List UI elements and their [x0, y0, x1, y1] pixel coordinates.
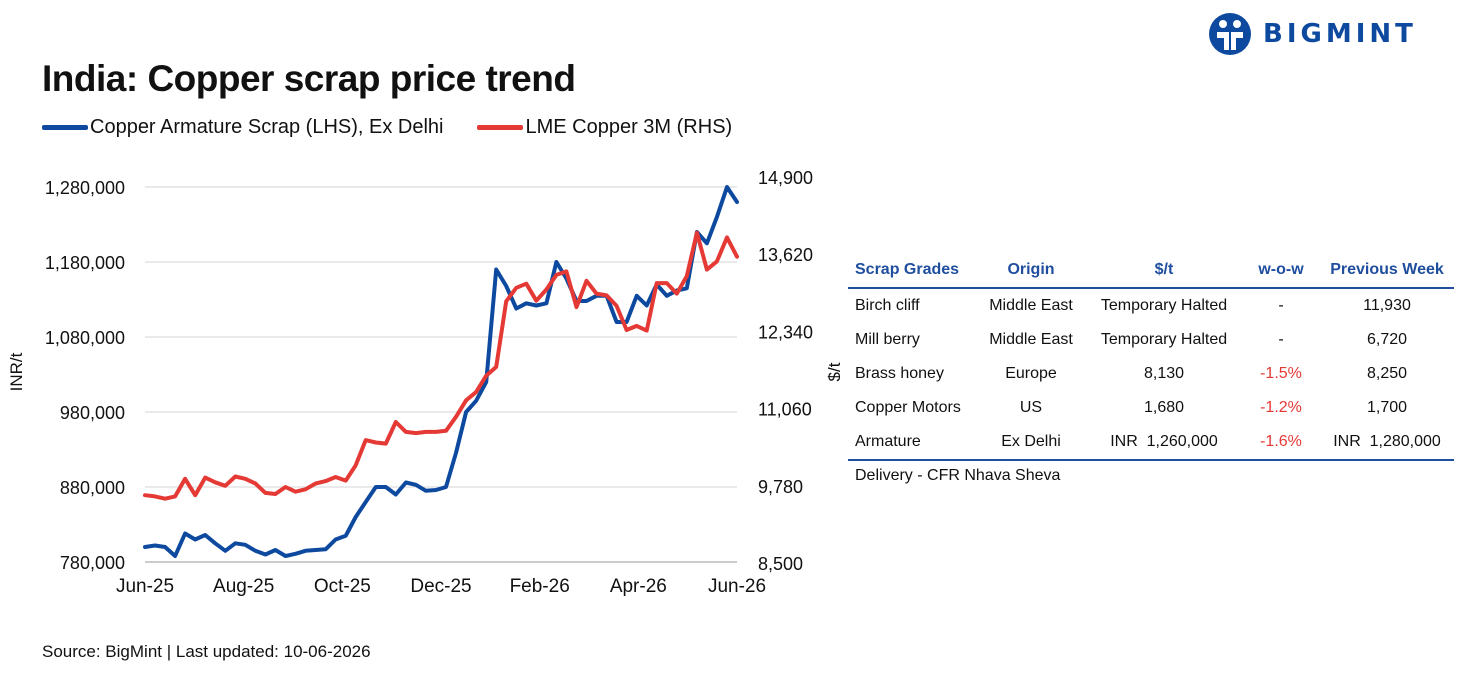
y-axis-label: INR/t [7, 352, 26, 391]
cell-grade: Armature [855, 433, 921, 450]
header-prev: Previous Week [1330, 261, 1444, 278]
x-tick-label: Dec-25 [410, 576, 471, 597]
legend-swatch-armature [42, 125, 88, 130]
header-grade: Scrap Grades [855, 261, 960, 278]
cell-origin: Europe [1005, 365, 1057, 382]
legend-swatch-lme [477, 125, 524, 130]
price-trend-chart: 1,280,000 1,180,000 1,080,000 980,000 880,00… [7, 168, 840, 597]
page-title: India: Copper scrap price trend [42, 58, 576, 99]
y2-tick-label: 11,060 [758, 400, 812, 420]
cell-wow: -1.2% [1260, 399, 1302, 416]
cell-grade: Birch cliff [855, 297, 920, 314]
cell-price: Temporary Halted [1100, 297, 1228, 314]
cell-origin: US [1019, 399, 1043, 416]
cell-grade: Mill berry [855, 331, 920, 348]
x-tick-label: Jun-25 [116, 576, 174, 597]
cell-wow: - [1278, 331, 1284, 348]
chart-legend: Copper Armature Scrap (LHS), Ex Delhi LM… [42, 116, 732, 139]
x-tick-label: Apr-26 [610, 576, 667, 597]
table-row: Copper Motors US 1,680 -1.2% 1,700 [848, 391, 1454, 425]
cell-prev: 11,930 [1363, 297, 1411, 314]
cell-wow: -1.6% [1260, 433, 1302, 450]
bigmint-logo-icon [1209, 13, 1251, 55]
y-tick-label: 880,000 [60, 478, 125, 498]
brand-logo: BIGMINT [1207, 12, 1417, 56]
cell-price: 8,130 [1143, 365, 1185, 382]
x-tick-label: Oct-25 [314, 576, 371, 597]
series-line-lme [143, 230, 739, 501]
y-tick-label: 1,080,000 [45, 328, 125, 348]
cell-wow: -1.5% [1260, 365, 1302, 382]
legend-label-lme: LME Copper 3M (RHS) [525, 116, 733, 138]
y2-axis-label: $/t [825, 362, 840, 381]
header-wow: w-o-w [1258, 261, 1304, 278]
series-line-armature [143, 185, 739, 558]
scrap-grades-table: Scrap Grades Origin $/t w-o-w Previous W… [848, 253, 1454, 491]
y-tick-label: 1,180,000 [45, 253, 125, 273]
table-header-row: Scrap Grades Origin $/t w-o-w Previous W… [848, 253, 1454, 289]
y2-tick-label: 13,620 [758, 245, 813, 265]
cell-price: INR 1,260,000 [1110, 433, 1218, 450]
cell-price: Temporary Halted [1100, 331, 1228, 348]
header-origin: Origin [1007, 261, 1055, 278]
legend-item-lme: LME Copper 3M (RHS) [477, 116, 732, 139]
x-tick-label: Aug-25 [213, 576, 274, 597]
table-row: Armature Ex Delhi INR 1,260,000 -1.6% IN… [848, 425, 1454, 459]
x-tick-label: Jun-26 [708, 576, 766, 597]
table-footer: Delivery - CFR Nhava Sheva [848, 459, 1454, 491]
table-row: Brass honey Europe 8,130 -1.5% 8,250 [848, 357, 1454, 391]
brand-name: BIGMINT [1263, 19, 1417, 49]
cell-wow: - [1278, 297, 1284, 314]
y-tick-label: 980,000 [60, 403, 125, 423]
table-row: Birch cliff Middle East Temporary Halted… [848, 289, 1454, 323]
legend-item-armature: Copper Armature Scrap (LHS), Ex Delhi [42, 116, 443, 139]
legend-label-armature: Copper Armature Scrap (LHS), Ex Delhi [90, 116, 444, 138]
cell-origin: Middle East [989, 331, 1073, 348]
table-row: Mill berry Middle East Temporary Halted … [848, 323, 1454, 357]
header-price: $/t [1154, 261, 1174, 278]
y2-tick-label: 8,500 [758, 554, 803, 574]
cell-origin: Ex Delhi [1001, 433, 1061, 450]
cell-grade: Brass honey [855, 365, 944, 382]
x-tick-label: Feb-26 [510, 576, 570, 597]
y-tick-label: 780,000 [60, 553, 125, 573]
y2-tick-label: 12,340 [758, 322, 813, 342]
cell-prev: 8,250 [1366, 365, 1408, 382]
cell-origin: Middle East [989, 297, 1073, 314]
cell-prev: INR 1,280,000 [1333, 433, 1441, 450]
y2-tick-label: 14,900 [758, 168, 813, 188]
cell-price: 1,680 [1143, 399, 1185, 416]
cell-grade: Copper Motors [855, 399, 961, 416]
cell-prev: 1,700 [1366, 399, 1408, 416]
source-note: Source: BigMint | Last updated: 10-06-20… [42, 642, 371, 661]
cell-prev: 6,720 [1366, 331, 1408, 348]
y2-tick-label: 9,780 [758, 477, 803, 497]
y-tick-label: 1,280,000 [45, 178, 125, 198]
